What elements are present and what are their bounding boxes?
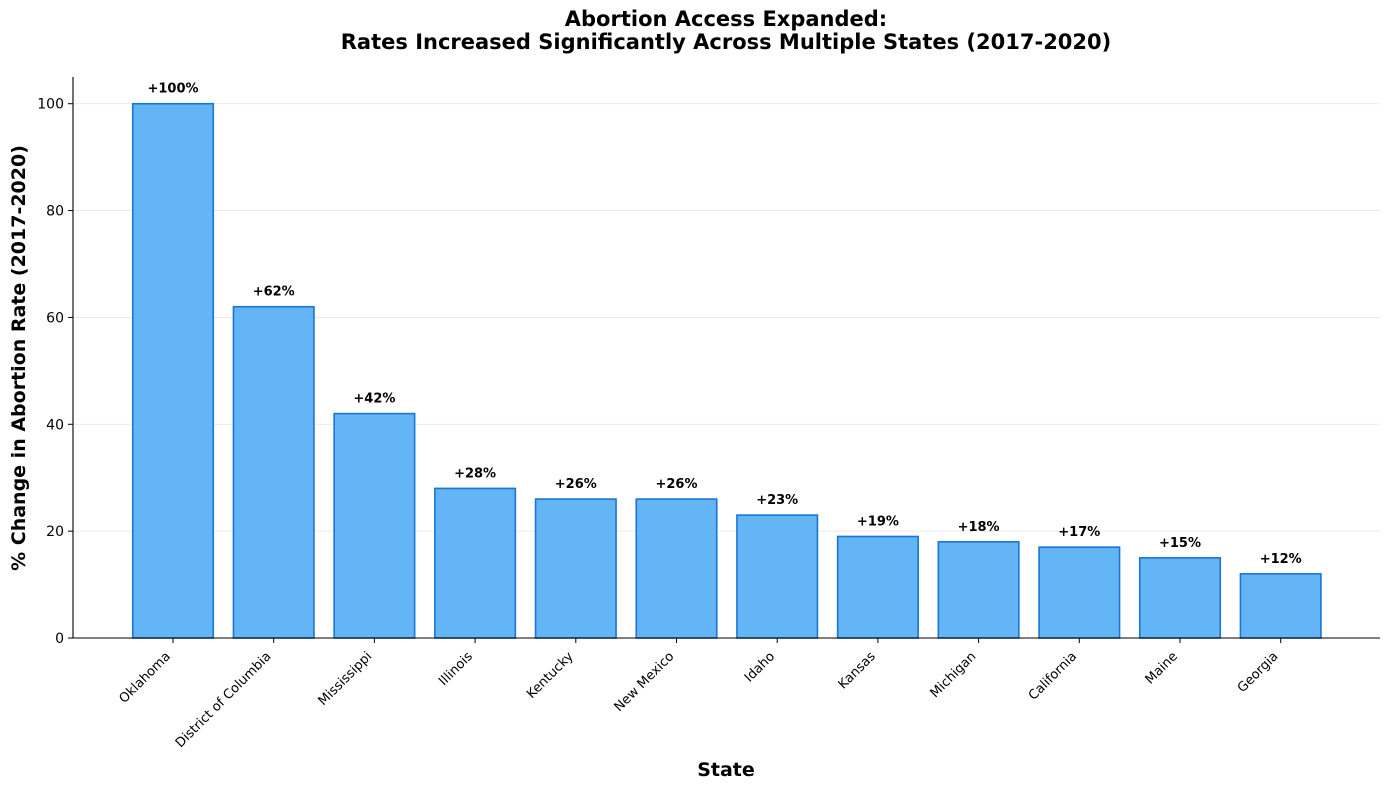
bar-idaho [736, 514, 819, 639]
y-tick-label: 100 [37, 97, 64, 113]
bar-michigan [937, 541, 1020, 639]
x-tick-label: Maine [1143, 649, 1181, 687]
x-tick-label: Kentucky [524, 649, 577, 702]
data-label: +19% [857, 514, 899, 529]
data-label: +18% [958, 520, 1000, 535]
bar-mississippi [333, 412, 416, 639]
data-label: +42% [353, 392, 395, 407]
bar-maine [1138, 557, 1222, 639]
data-label: +12% [1260, 552, 1302, 567]
y-tick-label: 0 [55, 631, 64, 647]
data-label: +17% [1058, 525, 1100, 540]
x-tick-label: Illinois [436, 649, 476, 689]
data-label: +23% [756, 493, 798, 508]
bar-illinois [434, 487, 517, 639]
data-labels: +100% +62% +42% +28% +26% +26% +23% +19% +18% +17… [147, 82, 1301, 567]
bars [131, 102, 1322, 639]
chart-title-line-2: Rates Increased Significantly Across Mul… [341, 30, 1111, 54]
y-tick-label: 80 [46, 204, 64, 220]
x-tick-label: New Mexico [612, 649, 678, 715]
x-tick-label: Idaho [742, 649, 778, 685]
data-label: +26% [655, 477, 697, 492]
x-tick-label: District of Columbia [173, 649, 275, 751]
data-label: +62% [253, 285, 295, 300]
x-tick-label: Georgia [1235, 649, 1282, 696]
bar-new-mexico [635, 498, 718, 639]
data-label: +28% [454, 466, 496, 481]
data-label: +15% [1159, 536, 1201, 551]
axes [72, 77, 1380, 639]
x-axis-label: State [697, 759, 755, 781]
x-tick-label: Mississippi [316, 649, 376, 709]
bar-oklahoma [131, 102, 215, 639]
data-label: +26% [555, 477, 597, 492]
y-axis-label: % Change in Abortion Rate (2017-2020) [8, 145, 30, 571]
bar-district-of-columbia [232, 305, 315, 639]
y-tick-label: 60 [46, 310, 64, 326]
bar-kentucky [534, 498, 617, 639]
x-tick-label: California [1026, 649, 1080, 703]
y-ticks: 0 20 40 60 80 100 [37, 97, 73, 647]
x-tick-label: Michigan [928, 649, 980, 701]
bar-kansas [836, 535, 919, 639]
bar-georgia [1239, 573, 1322, 639]
chart-title-line-1: Abortion Access Expanded: [565, 7, 887, 31]
y-tick-label: 20 [46, 524, 64, 540]
bar-california [1038, 546, 1121, 639]
x-tick-label: Oklahoma [116, 649, 173, 706]
data-label: +100% [147, 82, 198, 97]
y-tick-label: 40 [46, 417, 64, 433]
x-tick-label: Kansas [836, 649, 879, 692]
